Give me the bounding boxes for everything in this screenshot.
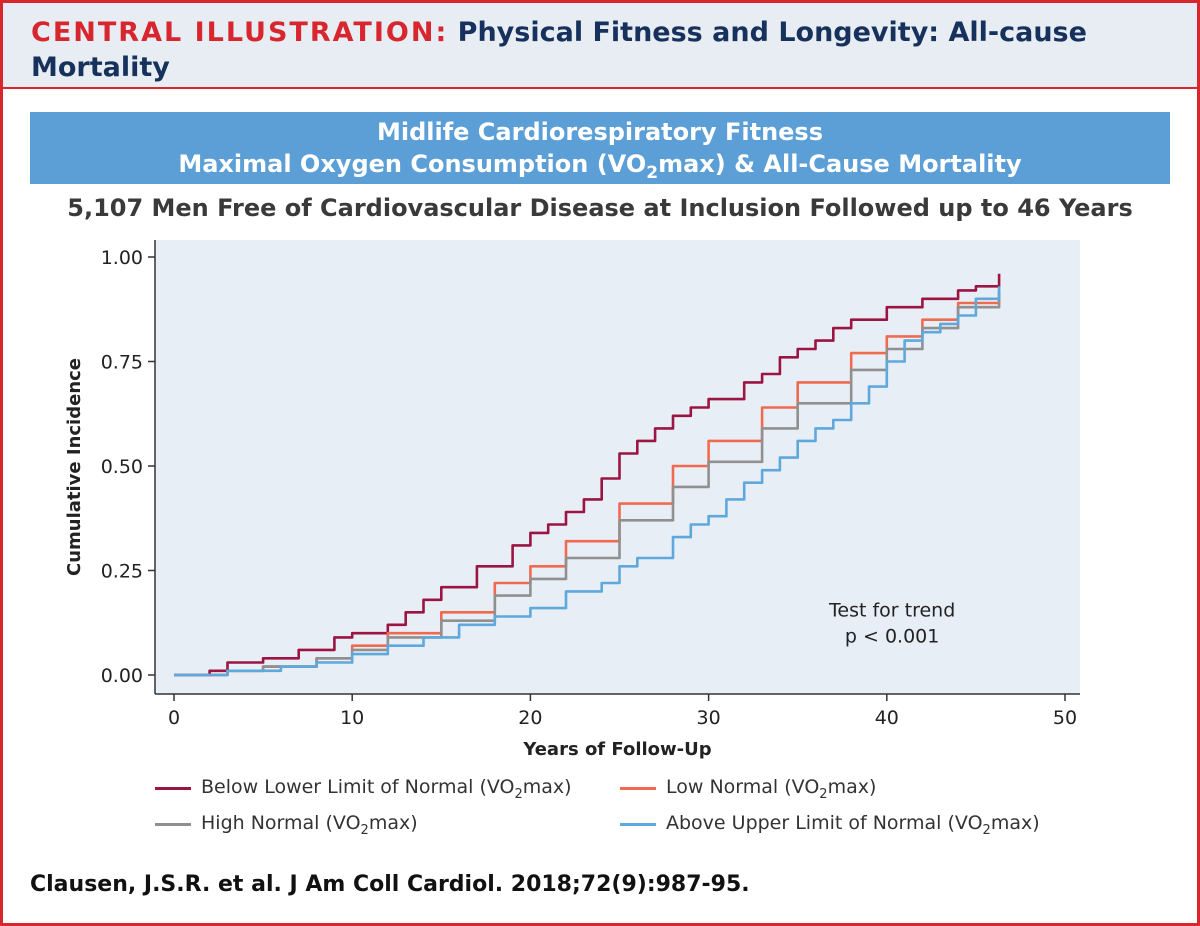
y-tick-label: 0.00 bbox=[101, 665, 143, 687]
legend-label-above-uln-suffix: max) bbox=[990, 812, 1040, 834]
x-tick-label: 20 bbox=[518, 707, 542, 729]
x-tick-label: 10 bbox=[340, 707, 364, 729]
legend-label-high-normal-suffix: max) bbox=[368, 812, 418, 834]
legend-label-below-lln-text: Below Lower Limit of Normal (VO bbox=[201, 776, 515, 798]
plot-background bbox=[155, 240, 1080, 694]
legend-label-below-lln-suffix: max) bbox=[522, 776, 572, 798]
legend-label-low-normal: Low Normal (VO2max) bbox=[666, 776, 876, 802]
legend-swatch-low-normal bbox=[620, 787, 656, 791]
trend-annotation-line: p < 0.001 bbox=[845, 625, 939, 647]
x-tick-label: 0 bbox=[168, 707, 180, 729]
chart-legend: Below Lower Limit of Normal (VO2max) Low… bbox=[150, 772, 1150, 842]
legend-swatch-below-lln bbox=[155, 787, 191, 791]
banner-line-2-after: max) & All-Cause Mortality bbox=[658, 150, 1022, 178]
chart-subtitle: 5,107 Men Free of Cardiovascular Disease… bbox=[67, 194, 1133, 222]
header-title: Physical Fitness and Longevity: All-caus… bbox=[31, 17, 1087, 83]
legend-label-high-normal: High Normal (VO2max) bbox=[201, 812, 418, 838]
legend-label-low-normal-suffix: max) bbox=[827, 776, 877, 798]
citation: Clausen, J.S.R. et al. J Am Coll Cardiol… bbox=[30, 872, 750, 897]
y-tick-label: 1.00 bbox=[101, 247, 143, 269]
banner-line-2: Maximal Oxygen Consumption (VO2max) & Al… bbox=[30, 148, 1170, 189]
banner-line-2-before: Maximal Oxygen Consumption (VO bbox=[178, 150, 647, 178]
y-axis-label: Cumulative Incidence bbox=[64, 358, 85, 576]
legend-label-low-normal-text: Low Normal (VO bbox=[666, 776, 820, 798]
y-tick-label: 0.25 bbox=[101, 561, 143, 583]
legend-item-low-normal: Low Normal (VO2max) bbox=[620, 776, 876, 802]
x-axis-label: Years of Follow-Up bbox=[522, 739, 711, 760]
legend-item-high-normal: High Normal (VO2max) bbox=[155, 812, 418, 838]
legend-label-high-normal-text: High Normal (VO bbox=[201, 812, 361, 834]
chart-banner: Midlife Cardiorespiratory Fitness Maxima… bbox=[30, 112, 1170, 184]
banner-line-1: Midlife Cardiorespiratory Fitness bbox=[376, 118, 823, 146]
series-line-3 bbox=[174, 286, 1001, 677]
legend-item-above-uln: Above Upper Limit of Normal (VO2max) bbox=[620, 812, 1040, 838]
x-tick-label: 30 bbox=[697, 707, 721, 729]
legend-label-above-uln: Above Upper Limit of Normal (VO2max) bbox=[666, 812, 1040, 838]
legend-swatch-high-normal bbox=[155, 823, 191, 827]
x-tick-label: 40 bbox=[875, 707, 899, 729]
header: CENTRAL ILLUSTRATION: Physical Fitness a… bbox=[3, 3, 1197, 89]
trend-annotation-line: Test for trend bbox=[828, 599, 955, 621]
legend-label-above-uln-sub: 2 bbox=[982, 822, 991, 838]
central-illustration-label: CENTRAL ILLUSTRATION: bbox=[31, 17, 449, 48]
series-line-2 bbox=[174, 290, 1001, 677]
header-title-block: CENTRAL ILLUSTRATION: Physical Fitness a… bbox=[31, 15, 1161, 85]
legend-swatch-above-uln bbox=[620, 823, 656, 827]
x-tick-label: 50 bbox=[1053, 707, 1077, 729]
legend-label-below-lln: Below Lower Limit of Normal (VO2max) bbox=[201, 776, 572, 802]
legend-item-below-lln: Below Lower Limit of Normal (VO2max) bbox=[155, 776, 572, 802]
banner-line-2-sub: 2 bbox=[646, 162, 659, 183]
legend-label-below-lln-sub: 2 bbox=[514, 786, 523, 802]
y-tick-label: 0.75 bbox=[101, 352, 143, 374]
legend-label-high-normal-sub: 2 bbox=[360, 822, 369, 838]
y-tick-label: 0.50 bbox=[101, 456, 143, 478]
legend-label-above-uln-text: Above Upper Limit of Normal (VO bbox=[666, 812, 983, 834]
legend-label-low-normal-sub: 2 bbox=[819, 786, 828, 802]
series-line-0 bbox=[174, 273, 1001, 677]
incidence-chart: 0.00 0.25 0.50 0.75 1.00 0 10 20 30 40 50 Years of … bbox=[64, 240, 1080, 760]
